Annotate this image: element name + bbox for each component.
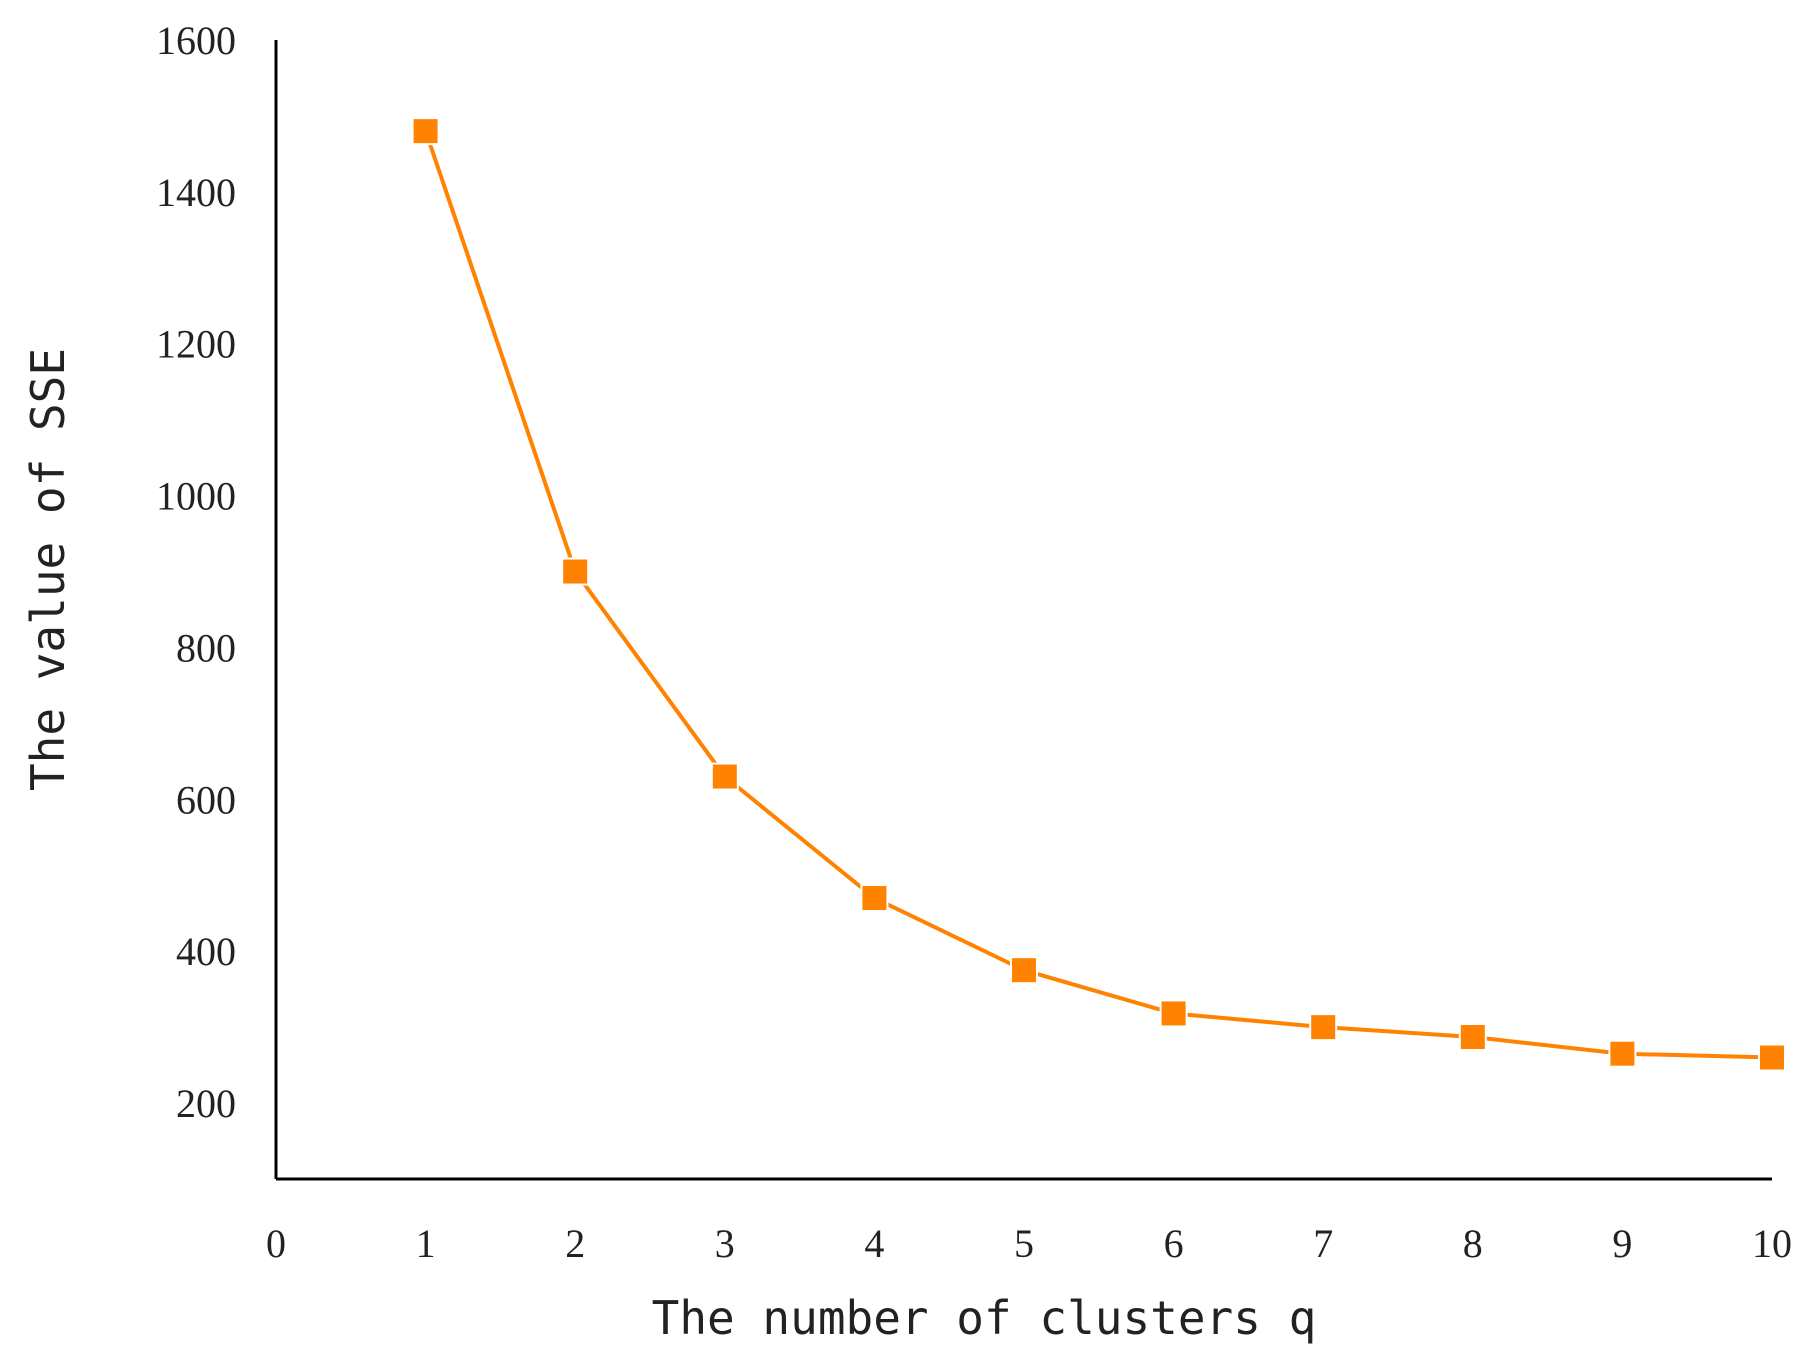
x-tick-label: 7 bbox=[1313, 1221, 1333, 1266]
x-tick-label: 0 bbox=[266, 1221, 286, 1266]
series-group bbox=[411, 117, 1786, 1072]
x-tick-label: 9 bbox=[1612, 1221, 1632, 1266]
y-tick-label: 1000 bbox=[156, 474, 236, 519]
y-axis-title: The value of SSE bbox=[21, 348, 75, 791]
y-tick-label: 1200 bbox=[156, 322, 236, 367]
data-point-marker bbox=[561, 557, 590, 586]
series-line bbox=[423, 130, 1773, 1060]
data-point-marker bbox=[710, 762, 739, 791]
x-tick-label: 1 bbox=[416, 1221, 436, 1266]
y-tick-label: 1400 bbox=[156, 170, 236, 215]
data-point-marker bbox=[1309, 1013, 1338, 1042]
data-point-marker bbox=[1010, 956, 1038, 985]
x-tick-label: 3 bbox=[715, 1221, 735, 1266]
x-tick-label: 5 bbox=[1014, 1221, 1034, 1266]
y-tick-label: 400 bbox=[176, 929, 236, 974]
data-point-marker bbox=[860, 884, 889, 913]
data-point-marker bbox=[411, 117, 440, 146]
y-tick-label: 800 bbox=[176, 625, 236, 670]
x-tick-label: 8 bbox=[1463, 1221, 1483, 1266]
x-tick-labels: 0 1 2 3 4 5 6 7 8 9 10 bbox=[266, 1221, 1792, 1266]
x-tick-label: 2 bbox=[565, 1221, 585, 1266]
axes bbox=[274, 40, 1772, 1181]
y-tick-label: 1600 bbox=[156, 18, 236, 63]
x-tick-label: 6 bbox=[1164, 1221, 1184, 1266]
y-tick-label: 600 bbox=[176, 777, 236, 822]
y-tick-label: 200 bbox=[176, 1081, 236, 1126]
data-point-marker bbox=[1758, 1043, 1786, 1072]
x-tick-label: 4 bbox=[864, 1221, 884, 1266]
x-tick-label: 10 bbox=[1752, 1221, 1792, 1266]
data-point-marker bbox=[1159, 999, 1188, 1028]
y-tick-labels: 200 400 600 800 1000 1200 1400 1600 bbox=[156, 18, 236, 1126]
x-axis-title: The number of clusters q bbox=[652, 1291, 1317, 1345]
data-point-marker bbox=[1458, 1023, 1487, 1052]
data-point-marker bbox=[1608, 1039, 1637, 1068]
